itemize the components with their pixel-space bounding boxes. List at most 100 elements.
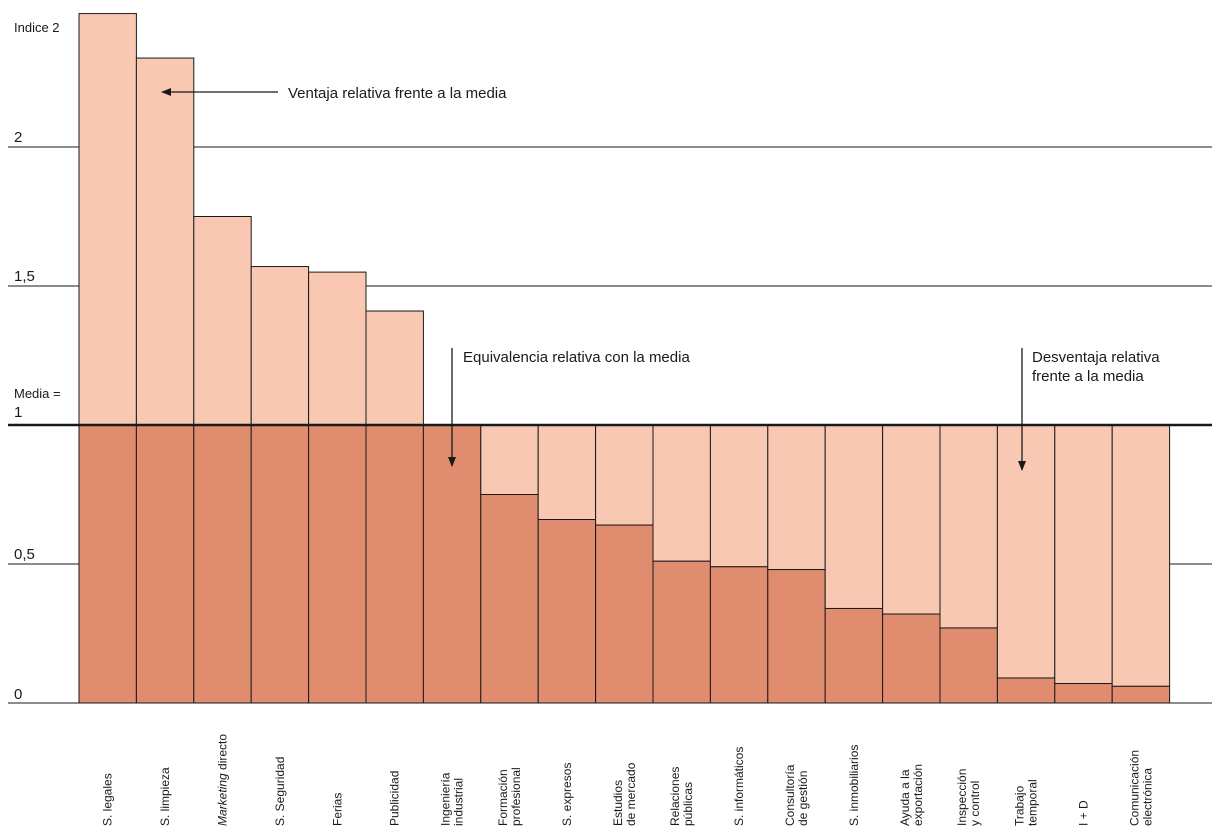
bar-value [709,566,769,704]
category-label-rest: directo [216,734,230,774]
category-label: S. Seguridad [273,757,287,826]
bar-value [996,677,1056,704]
bar-group [193,216,252,704]
media-label: Media = [14,386,61,401]
bar-group [882,424,941,704]
category-label: Marketing directo [216,734,230,826]
bar-group [1054,424,1113,704]
annotation-text: Ventaja relativa frente a la media [288,85,507,102]
annotations: Ventaja relativa frente a la media Equiva… [161,85,1160,471]
annotation-text-line: Desventaja relativa [1032,349,1160,366]
category-label-line: Marketing directo [216,734,230,826]
category-label-line: Relaciones [668,767,682,826]
category-label-line: S. expresos [560,763,574,826]
bar-above-media [365,310,424,426]
category-label-line: S. Seguridad [273,757,287,826]
category-label-line: Ayuda a la [898,769,912,826]
category-labels: S. legales S. limpieza Marketing directo S.… [101,734,1155,826]
category-label-line: profesional [509,767,523,826]
bar-group [422,424,482,704]
category-label-italic: Marketing [216,773,230,826]
y-tick-label: 0 [14,686,22,703]
category-label: S. limpieza [158,767,172,826]
bar-value [652,560,711,704]
bar-base [365,424,424,704]
category-label-line: S. limpieza [158,767,172,826]
category-label: Comunicaciónelectrónica [1127,750,1154,826]
bar-shortfall [595,424,654,526]
category-label: I + D [1077,800,1091,826]
category-label-line: Ingeniería [439,772,453,826]
bar-shortfall [1054,424,1113,685]
category-label-line: S. inmobiliarios [847,745,861,826]
bar-value [595,524,654,704]
bar-value [824,607,884,704]
category-label: Publicidad [388,771,402,826]
category-label: Inspeccióny control [955,769,982,826]
bar-group [308,271,367,704]
y-tick-label: 1,5 [14,268,35,285]
category-label-line: I + D [1077,800,1091,826]
category-label-line: Consultoría [783,764,797,826]
category-label: Relacionespúblicas [668,767,695,826]
bar-value [1111,685,1171,704]
bar-group [537,424,597,704]
bar-shortfall [537,424,597,521]
bar-shortfall [824,424,884,609]
bar-value [939,627,998,704]
annotation-text-line: frente a la media [1032,368,1144,385]
bar-group [365,310,424,704]
y-axis-top-label: Indice 2 [14,20,60,35]
y-axis-tick-labels: Indice 2 0 0,5 1,5 2 Media = 1 [14,20,61,703]
category-label-line: Formación [496,769,510,826]
category-label-line: Estudios [611,780,625,826]
bar-shortfall [996,424,1056,679]
annotation-text-line: Equivalencia relativa con la media [463,349,690,366]
category-label-line: de gestión [796,771,810,826]
bar-group [595,424,654,704]
category-label-line: industrial [452,778,466,826]
bar-shortfall [939,424,998,629]
category-label: Consultoríade gestión [783,764,810,826]
category-label-line: S. informáticos [732,747,746,826]
bar-group [767,424,826,704]
bar-group [709,424,769,704]
y-tick-label: 0,5 [14,546,35,563]
category-label-line: electrónica [1140,768,1154,826]
bar-group [1111,424,1171,704]
category-label: S. inmobiliarios [847,745,861,826]
category-label: S. informáticos [732,747,746,826]
bar-shortfall [882,424,941,615]
bar-group [135,57,195,704]
category-label-line: S. legales [101,773,115,826]
category-label-line: temporal [1026,779,1040,826]
category-label: Ayuda a laexportación [898,764,925,826]
bar-shortfall [652,424,711,562]
category-label: S. expresos [560,763,574,826]
bar-above-media [250,266,310,426]
category-label-line: Trabajo [1013,785,1027,826]
category-label: Trabajotemporal [1013,779,1040,826]
bar-above-media [308,271,367,426]
bar-group [652,424,711,704]
annotation-text: Desventaja relativa frente a la media [1032,349,1160,385]
category-label-line: exportación [911,764,925,826]
bar-value [537,519,597,704]
category-label-line: de mercado [624,762,638,826]
bar-shortfall [1111,424,1171,687]
bar-group [250,266,310,704]
annotation-text: Equivalencia relativa con la media [463,349,690,366]
category-label-line: públicas [681,782,695,826]
bar-group [939,424,998,704]
annotation: Desventaja relativa frente a la media [1018,348,1160,471]
category-label: Formaciónprofesional [496,767,523,826]
bar-base [135,424,195,704]
media-label-value: 1 [14,404,22,421]
y-tick-label: 2 [14,129,22,146]
category-label: Ferias [330,793,344,826]
bar-group [480,424,539,704]
category-label-line: Inspección [955,769,969,826]
category-label: Estudiosde mercado [611,762,638,826]
bar-above-media [135,57,195,426]
